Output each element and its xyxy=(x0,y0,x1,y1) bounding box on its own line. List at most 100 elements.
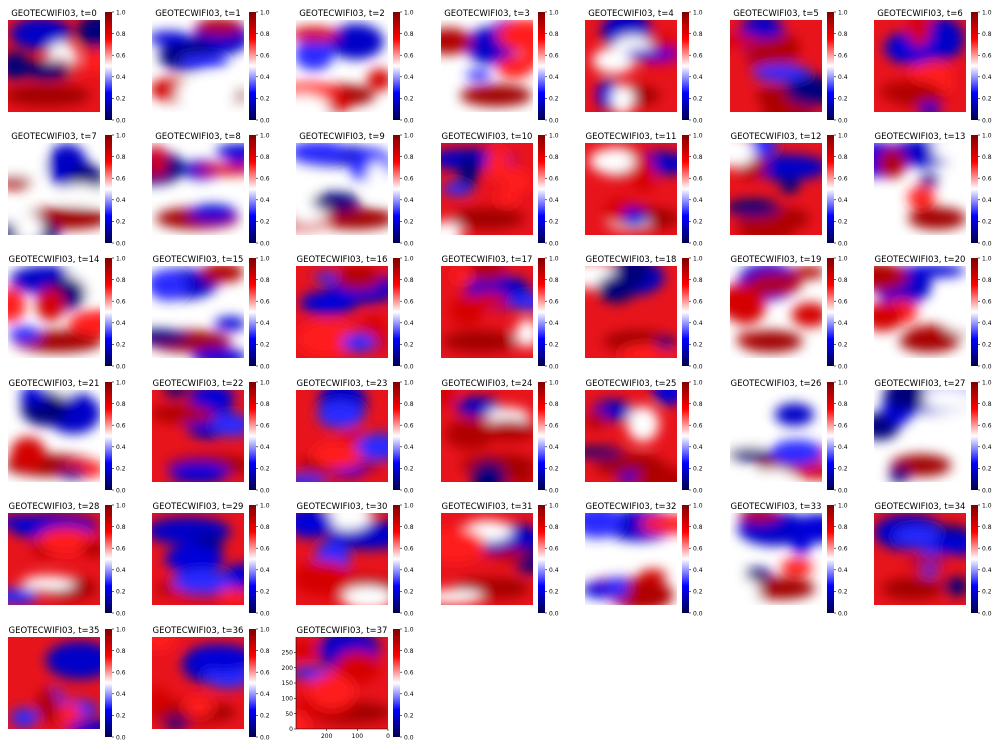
colorbar-tick-label: 0.0 xyxy=(549,117,559,124)
heatmap-panel: GEOTECWIFI03, t=27 0.0 0.2 0.4 0.6 0.8 1.0 xyxy=(874,379,992,494)
colorbar-tick-label: 0.8 xyxy=(116,31,126,38)
colorbar-tick-label: 0.8 xyxy=(116,648,126,655)
heatmap-panel: GEOTECWIFI03, t=15 0.0 0.2 0.4 0.6 0.8 1.0 xyxy=(152,255,270,370)
colorbar-tick-label: 1.0 xyxy=(982,9,992,16)
colorbar-tick-label: 0.6 xyxy=(838,53,848,60)
panel-title: GEOTECWIFI03, t=11 xyxy=(586,132,677,142)
colorbar-gradient xyxy=(682,382,689,490)
panel-title: GEOTECWIFI03, t=8 xyxy=(155,132,241,142)
heatmap-panel: GEOTECWIFI03, t=8 0.0 0.2 0.4 0.6 0.8 1.0 xyxy=(152,132,270,247)
colorbar-tick-label: 0.2 xyxy=(838,589,848,596)
colorbar-tick-label: 0.0 xyxy=(404,240,414,247)
panel-title: GEOTECWIFI03, t=22 xyxy=(153,379,244,389)
colorbar-tick-label: 0.2 xyxy=(260,96,270,103)
heatmap-field xyxy=(585,143,677,235)
heatmap-panel: GEOTECWIFI03, t=12 0.0 0.2 0.4 0.6 0.8 1.0 xyxy=(730,132,848,247)
colorbar-tick-label: 0.6 xyxy=(116,546,126,553)
colorbar-gradient xyxy=(105,12,112,120)
panel-title: GEOTECWIFI03, t=16 xyxy=(297,255,388,265)
heatmap-panel: GEOTECWIFI03, t=7 0.0 0.2 0.4 0.6 0.8 1.0 xyxy=(8,132,126,247)
heatmap-blobs xyxy=(874,143,966,230)
panel-title: GEOTECWIFI03, t=17 xyxy=(442,255,533,265)
panel-title: GEOTECWIFI03, t=32 xyxy=(586,502,677,512)
colorbar-tick-label: 0.2 xyxy=(549,219,559,226)
panel-title: GEOTECWIFI03, t=25 xyxy=(586,379,677,389)
colorbar-tick-label: 1.0 xyxy=(693,502,703,509)
colorbar-tick-label: 0.8 xyxy=(982,154,992,161)
heatmap-panel: GEOTECWIFI03, t=13 0.0 0.2 0.4 0.6 0.8 1.0 xyxy=(874,132,992,247)
colorbar-tick-label: 0.0 xyxy=(116,487,126,494)
y-tick-label: 200 xyxy=(282,665,294,672)
colorbar-tick-label: 0.2 xyxy=(260,713,270,720)
colorbar-gradient xyxy=(393,382,400,490)
colorbar-tick-label: 0.4 xyxy=(116,567,126,574)
heatmap-panel: GEOTECWIFI03, t=11 0.0 0.2 0.4 0.6 0.8 1.0 xyxy=(585,132,703,247)
panel-title: GEOTECWIFI03, t=23 xyxy=(297,379,388,389)
heatmap-blobs xyxy=(152,517,244,604)
colorbar: 0.0 0.2 0.4 0.6 0.8 1.0 xyxy=(682,379,703,494)
heatmap-panel: GEOTECWIFI03, t=30 0.0 0.2 0.4 0.6 0.8 1.0 xyxy=(296,502,414,617)
colorbar: 0.0 0.2 0.4 0.6 0.8 1.0 xyxy=(971,502,992,617)
panel-title: GEOTECWIFI03, t=34 xyxy=(875,502,966,512)
colorbar: 0.0 0.2 0.4 0.6 0.8 1.0 xyxy=(105,255,126,370)
colorbar-tick-label: 0.8 xyxy=(549,154,559,161)
colorbar-tick-label: 1.0 xyxy=(404,502,414,509)
colorbar-gradient xyxy=(393,135,400,243)
colorbar-tick-label: 0.4 xyxy=(549,444,559,451)
colorbar-tick-label: 0.4 xyxy=(549,74,559,81)
colorbar-tick-label: 1.0 xyxy=(982,132,992,139)
colorbar-tick-label: 0.0 xyxy=(693,363,703,370)
colorbar-tick-label: 0.4 xyxy=(838,74,848,81)
colorbar-tick-label: 1.0 xyxy=(549,255,559,262)
panel-title: GEOTECWIFI03, t=10 xyxy=(442,132,533,142)
colorbar-tick-label: 0.8 xyxy=(549,401,559,408)
colorbar-tick-label: 0.2 xyxy=(404,342,414,349)
heatmap-blobs xyxy=(589,144,677,231)
colorbar-tick-label: 1.0 xyxy=(260,255,270,262)
heatmap-panel: GEOTECWIFI03, t=9 0.0 0.2 0.4 0.6 0.8 1.0 xyxy=(296,132,414,247)
colorbar-tick-label: 0.8 xyxy=(260,277,270,284)
heatmap-blobs xyxy=(152,637,244,729)
heatmap-panel: GEOTECWIFI03, t=14 0.0 0.2 0.4 0.6 0.8 1.0 xyxy=(8,255,126,370)
heatmap-field xyxy=(152,390,244,482)
panel-title: GEOTECWIFI03, t=27 xyxy=(875,379,966,389)
colorbar-tick-label: 1.0 xyxy=(693,255,703,262)
colorbar-tick-label: 0.4 xyxy=(838,444,848,451)
colorbar-tick-label: 0.8 xyxy=(404,154,414,161)
colorbar-tick-label: 0.8 xyxy=(116,277,126,284)
panel-title: GEOTECWIFI03, t=14 xyxy=(9,255,100,265)
colorbar: 0.0 0.2 0.4 0.6 0.8 1.0 xyxy=(682,255,703,370)
colorbar: 0.0 0.2 0.4 0.6 0.8 1.0 xyxy=(393,9,414,124)
heatmap-blobs xyxy=(296,390,388,482)
colorbar-gradient xyxy=(827,12,834,120)
colorbar-tick-label: 0.4 xyxy=(116,197,126,204)
colorbar-tick-label: 0.4 xyxy=(693,320,703,327)
colorbar-tick-label: 1.0 xyxy=(549,379,559,386)
colorbar-tick-label: 0.6 xyxy=(693,299,703,306)
colorbar-tick-label: 1.0 xyxy=(549,9,559,16)
colorbar-tick-label: 0.4 xyxy=(260,567,270,574)
colorbar-tick-label: 0.6 xyxy=(116,423,126,430)
colorbar-tick-label: 0.2 xyxy=(116,219,126,226)
colorbar-tick-label: 0.4 xyxy=(982,197,992,204)
colorbar-gradient xyxy=(105,382,112,490)
colorbar-tick-label: 1.0 xyxy=(549,502,559,509)
colorbar-tick-label: 1.0 xyxy=(116,132,126,139)
x-tick-label: 200 xyxy=(321,733,333,740)
colorbar-tick-label: 0.8 xyxy=(838,401,848,408)
heatmap-field xyxy=(8,20,100,112)
heatmap-field xyxy=(874,20,966,112)
heatmap-field xyxy=(585,20,677,112)
colorbar: 0.0 0.2 0.4 0.6 0.8 1.0 xyxy=(682,132,703,247)
colorbar-tick-label: 1.0 xyxy=(116,9,126,16)
colorbar-tick-label: 0.2 xyxy=(982,96,992,103)
colorbar-tick-label: 0.4 xyxy=(404,74,414,81)
colorbar-tick-label: 0.4 xyxy=(260,320,270,327)
panel-title: GEOTECWIFI03, t=31 xyxy=(442,502,533,512)
heatmap-blobs xyxy=(585,266,677,358)
colorbar-gradient xyxy=(393,12,400,120)
colorbar-tick-label: 0.4 xyxy=(116,74,126,81)
colorbar-tick-label: 0.8 xyxy=(116,154,126,161)
colorbar: 0.0 0.2 0.4 0.6 0.8 1.0 xyxy=(105,626,126,741)
colorbar-tick-label: 0.6 xyxy=(404,670,414,677)
